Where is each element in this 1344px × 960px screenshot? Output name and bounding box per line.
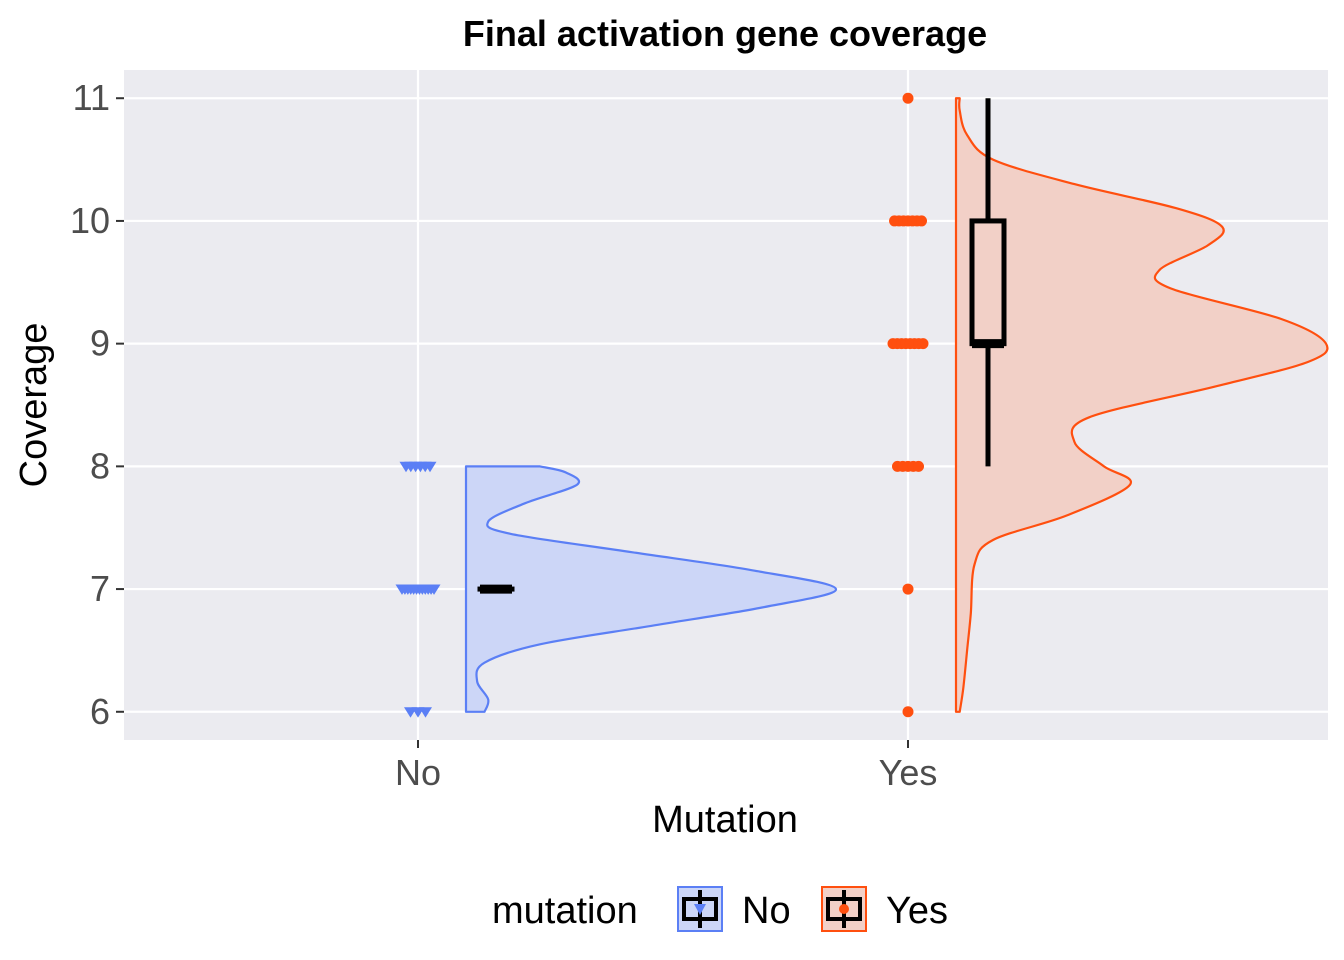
data-point-yes (916, 215, 927, 227)
data-point-yes (917, 338, 929, 350)
y-tick-label-4: 10 (70, 200, 110, 241)
data-point-yes (902, 583, 914, 595)
legend-title: mutation (492, 890, 638, 932)
legend-label-no: No (742, 890, 791, 932)
data-point-yes (913, 460, 924, 472)
x-tick-label-0: No (395, 752, 441, 793)
plot-panel (124, 70, 1328, 740)
y-tick-label-2: 8 (90, 445, 110, 486)
y-tick-label-1: 7 (90, 568, 110, 609)
legend-key-yes-marker (839, 904, 849, 914)
data-point-no (423, 461, 437, 473)
density-cloud-no (464, 465, 838, 713)
y-tick-label-0: 6 (90, 691, 110, 732)
y-tick-label-3: 9 (90, 323, 110, 364)
x-tick-label-1: Yes (879, 752, 938, 793)
x-axis-title: Mutation (652, 799, 798, 841)
data-point-no (427, 584, 441, 595)
data-point-yes (902, 92, 914, 104)
legend-key-yes-box (826, 897, 862, 921)
data-point-no (419, 707, 432, 718)
density-clouds (464, 97, 1329, 713)
y-axis-title: Coverage (13, 323, 55, 488)
data-point-yes (902, 706, 914, 718)
x-axis-ticks: No Yes (395, 740, 937, 793)
chart-title: Final activation gene coverage (463, 13, 987, 54)
legend-label-yes: Yes (886, 890, 948, 932)
density-cloud-yes (954, 97, 1329, 713)
y-axis-ticks: 6 7 8 9 10 11 (70, 77, 124, 732)
legend-key-no-marker (694, 904, 706, 915)
legend-key-no-box (682, 897, 718, 921)
legend: mutation No Yes (492, 886, 948, 932)
grid-lines (124, 70, 1328, 740)
boxplots (477, 98, 1007, 594)
y-tick-label-5: 11 (73, 77, 110, 118)
raw-points (395, 92, 929, 718)
